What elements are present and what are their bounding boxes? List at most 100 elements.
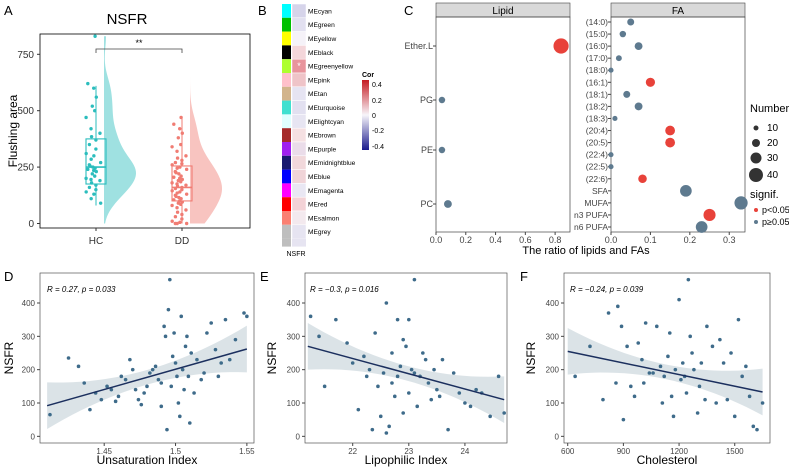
scatter-point <box>82 381 87 385</box>
scatter-point <box>588 344 592 349</box>
scatter-point <box>166 307 171 312</box>
y-tick-label: 500 <box>17 106 34 117</box>
module-label: MEblack <box>308 50 334 57</box>
module-color-swatch <box>282 211 291 225</box>
number-legend-dot-10 <box>753 125 759 131</box>
point-hc <box>88 164 92 168</box>
scatter-point <box>643 321 648 325</box>
scatter-point <box>415 404 420 409</box>
scatter-point <box>153 364 158 369</box>
heatmap-cell-extra <box>292 238 306 247</box>
y-tick-label: 400 <box>287 299 301 308</box>
point-hc <box>98 178 102 183</box>
panel-b-heatmap: MEcyan MEgreen MEyellow MEblack MEgreenyello… <box>282 3 356 247</box>
heatmap-cell <box>291 31 307 46</box>
point-dd <box>173 160 178 165</box>
scatter-point <box>667 331 672 335</box>
module-label: MEred <box>308 202 328 209</box>
scatter-point <box>435 387 439 392</box>
point-hc <box>87 185 92 190</box>
fa-dot <box>608 67 614 73</box>
scatter-point <box>392 394 397 399</box>
scatter-point <box>666 354 670 359</box>
point-dd <box>178 190 182 194</box>
scatter-point <box>308 314 313 319</box>
module-color-swatch <box>282 4 291 18</box>
scatter-point <box>109 387 114 392</box>
scatter-point <box>736 317 741 322</box>
point-dd <box>172 198 176 202</box>
y-tick-label: 0 <box>555 432 560 441</box>
lipid-x-tick-label: 0.4 <box>489 235 502 245</box>
point-hc <box>89 134 94 139</box>
scatter-point <box>145 384 149 389</box>
x-tick-label: 1500 <box>726 447 744 456</box>
scatter-point <box>640 357 644 362</box>
panel-c-xlabel: The ratio of lipids and FAs <box>522 245 650 257</box>
y-tick-label: 750 <box>17 50 34 61</box>
module-color-swatch <box>282 100 291 115</box>
fa-dot <box>627 18 635 26</box>
panel-c-fa-frame <box>610 16 746 233</box>
scatter-point <box>169 384 174 389</box>
scatter-point <box>688 334 692 339</box>
scatter-point <box>199 377 204 382</box>
point-dd <box>170 181 174 185</box>
scatter-point <box>699 361 704 365</box>
scatter-point <box>192 391 196 395</box>
scatter-point <box>468 404 473 409</box>
y-tick-label: 100 <box>22 399 36 408</box>
fa-x-tick-label: 0.1 <box>644 235 657 245</box>
fa-category-label: (18:3) <box>586 113 608 123</box>
scatter-point <box>186 374 191 379</box>
scatter-point <box>242 311 246 315</box>
scatter-point <box>647 371 652 375</box>
point-hc <box>94 138 98 142</box>
number-legend-dot-30 <box>750 152 762 164</box>
scatter-point <box>116 394 121 399</box>
number-legend-label-30: 30 <box>767 153 779 164</box>
scatter-point <box>322 384 327 389</box>
scatter-point <box>317 334 321 339</box>
y-tick-label: 300 <box>287 332 301 341</box>
point-dd <box>180 162 184 166</box>
fa-category-label: (20:5) <box>586 138 608 148</box>
x-tick-label: 600 <box>561 447 575 456</box>
point-hc <box>90 172 95 176</box>
scatter-point <box>387 424 391 429</box>
panel-f-xlabel: Cholesterol <box>637 453 698 467</box>
scatter-point <box>488 414 492 419</box>
scatter-point <box>142 391 146 395</box>
module-color-swatch <box>282 59 291 73</box>
point-dd <box>173 186 178 191</box>
scatter-point <box>362 354 366 359</box>
scatter-point <box>209 321 213 325</box>
scatter-point <box>76 364 81 369</box>
module-color-swatch <box>282 73 291 87</box>
point-dd <box>184 183 188 187</box>
scatter-point <box>123 377 128 382</box>
scatter-point <box>606 311 611 315</box>
scatter-point <box>180 367 185 372</box>
fa-category-label: SFA <box>592 186 608 196</box>
scatter-point <box>334 317 338 322</box>
scatter-point <box>133 387 138 392</box>
point-dd <box>178 220 182 225</box>
scatter-point <box>621 417 626 422</box>
panel-f: F R = −0.24, p = 0.039 NSFR Cholesterol … <box>520 269 771 467</box>
module-label: MEgrey <box>308 229 331 236</box>
scatter-point <box>636 341 641 345</box>
fa-dot <box>734 196 748 210</box>
module-label: MEmidnightblue <box>308 160 356 167</box>
cor-tick-0: 0.4 <box>372 82 382 89</box>
point-hc <box>87 142 92 147</box>
scatter-point <box>755 427 759 432</box>
fa-dot <box>703 208 716 221</box>
fa-dot <box>615 55 622 62</box>
heatmap-cell <box>291 72 307 88</box>
module-color-swatch <box>282 17 291 32</box>
panel-d-frame <box>39 272 255 444</box>
scatter-point <box>105 384 109 389</box>
